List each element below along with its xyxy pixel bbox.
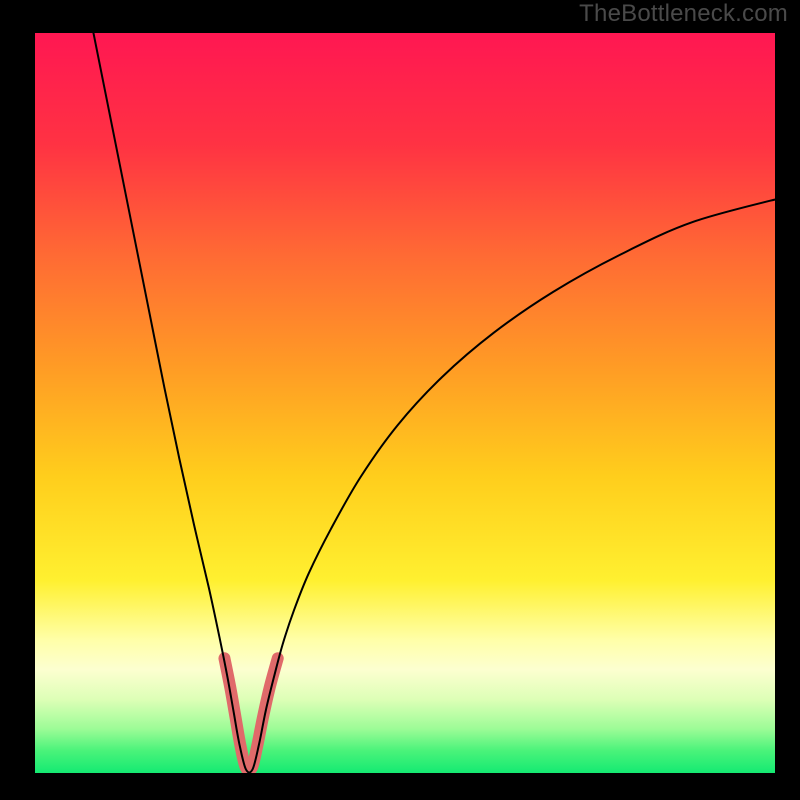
bottleneck-curve [91,33,776,773]
chart-stage: TheBottleneck.com [0,0,800,800]
watermark-text: TheBottleneck.com [579,0,788,28]
plot-area [35,33,775,773]
chart-svg [35,33,775,773]
valley-highlight-line [224,658,277,770]
